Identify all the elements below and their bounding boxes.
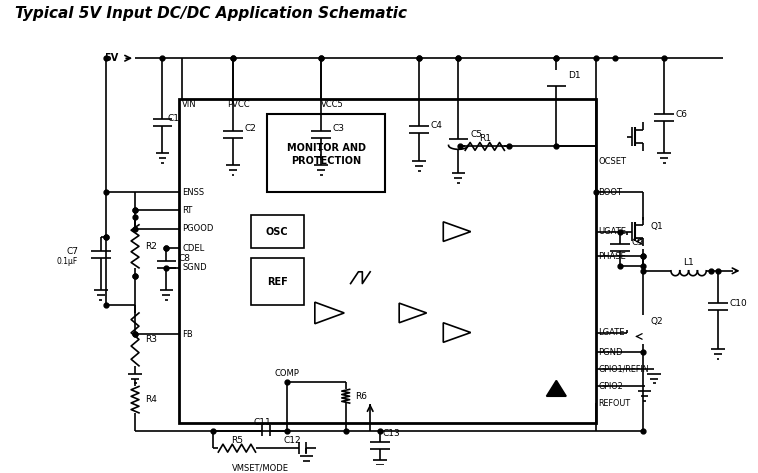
Text: CDEL: CDEL — [182, 244, 205, 253]
Text: C1: C1 — [168, 114, 180, 123]
Text: FB: FB — [182, 330, 193, 339]
Text: PGOOD: PGOOD — [182, 224, 214, 233]
Text: −: − — [316, 145, 323, 154]
Text: GPIO2: GPIO2 — [599, 382, 623, 391]
Text: VMSET/MODE: VMSET/MODE — [231, 463, 289, 472]
Text: R4: R4 — [145, 395, 157, 404]
Text: BOOT: BOOT — [599, 188, 622, 197]
Text: C8: C8 — [178, 254, 190, 263]
Text: RT: RT — [182, 206, 193, 215]
Polygon shape — [399, 303, 427, 323]
Text: Q1: Q1 — [650, 222, 663, 231]
Text: C9: C9 — [631, 238, 644, 247]
Text: C7: C7 — [66, 247, 78, 256]
Text: C4: C4 — [431, 121, 443, 131]
Text: PVCC: PVCC — [227, 100, 250, 109]
Text: VCC5: VCC5 — [321, 100, 344, 109]
Text: ENSS: ENSS — [182, 188, 204, 197]
Polygon shape — [315, 302, 344, 324]
Text: C10: C10 — [730, 298, 747, 307]
Polygon shape — [443, 323, 471, 342]
Text: REFOUT: REFOUT — [599, 399, 631, 408]
Text: 0.1μF: 0.1μF — [57, 256, 78, 265]
Text: PGND: PGND — [599, 348, 623, 357]
Bar — [251, 215, 303, 248]
Text: C5: C5 — [470, 130, 482, 139]
Text: +: + — [316, 153, 323, 162]
Text: SGND: SGND — [182, 263, 207, 272]
Text: C12: C12 — [283, 436, 301, 445]
Text: Typical 5V Input DC/DC Application Schematic: Typical 5V Input DC/DC Application Schem… — [14, 6, 406, 21]
Text: VIN: VIN — [182, 100, 196, 109]
Text: PROTECTION: PROTECTION — [291, 156, 361, 166]
Text: C2: C2 — [245, 124, 257, 133]
Text: R5: R5 — [231, 436, 243, 445]
Text: R3: R3 — [145, 335, 157, 344]
Text: OSC: OSC — [266, 227, 289, 236]
Text: OCSET: OCSET — [599, 157, 626, 166]
Text: 5V: 5V — [104, 53, 118, 63]
Text: PHASE: PHASE — [599, 252, 626, 261]
Text: COMP: COMP — [274, 369, 299, 378]
Text: REF: REF — [267, 277, 287, 287]
Polygon shape — [547, 381, 566, 396]
Text: LGATE: LGATE — [599, 328, 625, 337]
Text: Q2: Q2 — [650, 317, 663, 326]
Text: R6: R6 — [356, 392, 368, 401]
Bar — [179, 99, 596, 423]
Bar — [268, 114, 385, 193]
Text: C11: C11 — [253, 418, 271, 427]
Bar — [251, 258, 303, 305]
Text: D1: D1 — [568, 71, 581, 80]
Text: L1: L1 — [683, 258, 694, 267]
Text: C13: C13 — [383, 429, 401, 438]
Text: C6: C6 — [676, 110, 688, 119]
Text: GPIO1/REFIN: GPIO1/REFIN — [599, 364, 649, 373]
Text: UGATE: UGATE — [599, 227, 626, 236]
Text: R2: R2 — [145, 242, 157, 251]
Polygon shape — [443, 222, 471, 241]
Text: C3: C3 — [333, 124, 345, 133]
Text: R1: R1 — [479, 134, 491, 143]
Text: MONITOR AND: MONITOR AND — [287, 143, 365, 153]
